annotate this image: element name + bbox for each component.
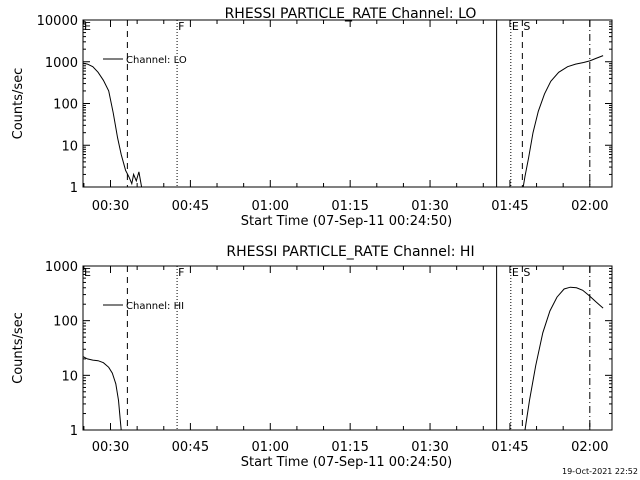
event-marker-label: E: [84, 20, 91, 33]
plot-frame: [82, 19, 613, 188]
x-tick-label: 00:30: [92, 440, 129, 455]
x-tick-label: 01:15: [331, 199, 368, 214]
y-tick-label: 1: [70, 424, 78, 439]
y-tick-label: 1000: [45, 56, 78, 71]
x-tick-label: 01:45: [491, 199, 528, 214]
x-tick-label: 01:30: [411, 440, 448, 455]
timestamp-footer: 19-Oct-2021 22:52: [562, 467, 638, 476]
series-line: [82, 62, 143, 188]
x-tick-label: 01:15: [331, 440, 368, 455]
plot-frame: [82, 265, 613, 431]
y-tick-label: 10: [61, 139, 78, 154]
event-marker-label: S: [523, 20, 530, 33]
x-tick-label: 01:30: [411, 199, 448, 214]
x-tick-label: 02:00: [571, 199, 608, 214]
x-tick-label: 01:45: [491, 440, 528, 455]
x-tick-label: 00:30: [92, 199, 129, 214]
event-marker-label: F: [178, 266, 184, 279]
event-marker-label: E: [512, 20, 519, 33]
series-line: [522, 55, 604, 188]
chart-title: RHESSI PARTICLE_RATE Channel: LO: [225, 6, 477, 22]
x-axis-label: Start Time (07-Sep-11 00:24:50): [241, 455, 452, 470]
legend-label: Channel: HI: [126, 301, 184, 312]
legend-label: Channel: LO: [126, 55, 187, 66]
chart-title: RHESSI PARTICLE_RATE Channel: HI: [226, 244, 474, 260]
y-tick-label: 100: [53, 98, 78, 113]
y-tick-label: 1: [70, 181, 78, 196]
y-axis-label: Counts/sec: [11, 68, 26, 140]
y-tick-label: 10000: [37, 14, 78, 29]
x-tick-label: 00:45: [172, 440, 209, 455]
x-tick-label: 00:45: [172, 199, 209, 214]
series-line: [524, 286, 604, 431]
y-tick-label: 1000: [45, 260, 78, 275]
event-marker-label: E: [84, 266, 91, 279]
y-tick-label: 10: [61, 369, 78, 384]
series-line: [82, 356, 122, 431]
x-tick-label: 01:00: [252, 199, 289, 214]
event-marker-label: F: [178, 20, 184, 33]
x-tick-label: 01:00: [252, 440, 289, 455]
event-marker-label: E: [512, 266, 519, 279]
x-axis-label: Start Time (07-Sep-11 00:24:50): [241, 214, 452, 229]
y-axis-label: Counts/sec: [11, 312, 26, 384]
x-tick-label: 02:00: [571, 440, 608, 455]
event-marker-label: S: [523, 266, 530, 279]
y-tick-label: 100: [53, 315, 78, 330]
